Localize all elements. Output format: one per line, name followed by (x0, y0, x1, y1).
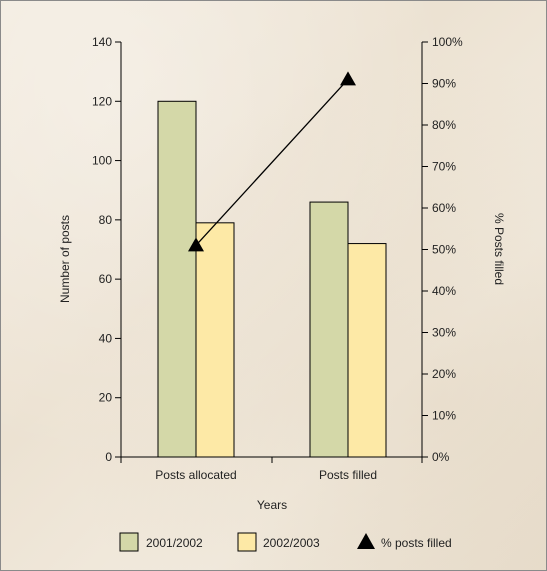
y2-axis-title: % Posts filled (492, 213, 506, 285)
y-tick-label: 0 (105, 450, 112, 464)
y2-tick-label: 30% (432, 326, 456, 340)
bar-2001-2002-0 (157, 100, 197, 458)
x-tick-label: Posts filled (319, 468, 377, 482)
percent-line-path (195, 78, 349, 246)
y2-tick-label: 70% (432, 160, 456, 174)
legend-triangle-icon (357, 533, 375, 549)
y-tick-label: 20 (99, 391, 113, 405)
x-tick-label: Posts allocated (155, 468, 236, 482)
percent-marker-0 (188, 237, 204, 252)
y2-tick-label: 90% (432, 77, 456, 91)
y-axis-title: Number of posts (58, 215, 72, 303)
y2-tick-label: 40% (432, 284, 456, 298)
y2-tick-label: 80% (432, 118, 456, 132)
y-tick-label: 140 (92, 35, 112, 49)
y2-tick-label: 60% (432, 201, 456, 215)
y-tick-label: 60 (99, 272, 113, 286)
bar-2001-2002-1 (309, 201, 349, 458)
y-tick-label: 100 (92, 154, 112, 168)
bars (157, 100, 387, 458)
y2-tick-label: 20% (432, 367, 456, 381)
y2-tick-label: 50% (432, 243, 456, 257)
y-tick-label: 120 (92, 94, 112, 108)
y-tick-label: 40 (99, 331, 113, 345)
x-axis-title: Years (257, 498, 287, 512)
y-tick-label: 80 (99, 213, 113, 227)
legend: 2001/2002 2002/2003 % posts filled (119, 532, 452, 552)
y2-tick-label: 10% (432, 409, 456, 423)
legend-swatch-2001-2002 (119, 532, 139, 552)
legend-label-percent: % posts filled (381, 536, 452, 550)
y2-tick-label: 100% (432, 35, 463, 49)
percent-line (188, 71, 356, 252)
y2-tick-label: 0% (432, 450, 450, 464)
legend-swatch-2002-2003 (237, 532, 257, 552)
legend-label-2002-2003: 2002/2003 (263, 536, 320, 550)
bar-2002-2003-1 (347, 243, 387, 458)
axes: 0 20 40 60 80 100 120 140 0% 10% 20% 30% 40% 50% 60% 70… (92, 35, 463, 482)
percent-marker-1 (340, 71, 356, 86)
legend-label-2001-2002: 2001/2002 (146, 536, 203, 550)
bar-2002-2003-0 (195, 222, 235, 458)
